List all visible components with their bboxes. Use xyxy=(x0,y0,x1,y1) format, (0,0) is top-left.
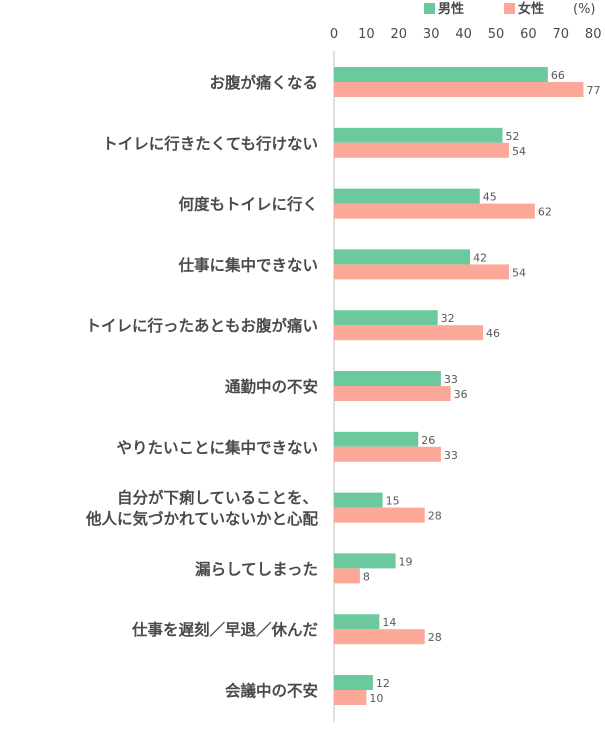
bar-male xyxy=(334,431,419,447)
data-label-female: 46 xyxy=(486,327,500,340)
bar-male xyxy=(334,492,383,508)
unit-label: (%) xyxy=(573,2,596,17)
data-label-female: 62 xyxy=(538,206,552,219)
data-label-male: 14 xyxy=(382,616,396,629)
bar-male xyxy=(334,614,380,630)
bar-male xyxy=(334,553,396,569)
bar-female xyxy=(334,690,367,705)
data-label-female: 33 xyxy=(444,449,458,462)
category-label: 会議中の不安 xyxy=(225,681,318,700)
data-label-male: 66 xyxy=(551,69,565,82)
data-label-male: 19 xyxy=(399,555,413,568)
category-label: 他人に気づかれていないかと心配 xyxy=(85,509,319,528)
data-label-female: 10 xyxy=(369,692,383,705)
data-label-female: 28 xyxy=(428,631,442,644)
category-label: お腹が痛くなる xyxy=(209,73,318,92)
data-label-male: 15 xyxy=(386,495,400,508)
category-label: トイレに行きたくても行けない xyxy=(102,134,318,153)
bar-male xyxy=(334,310,438,326)
x-tick-label: 60 xyxy=(520,27,537,42)
data-label-male: 32 xyxy=(441,312,455,325)
legend-label-male: 男性 xyxy=(438,1,464,17)
bar-female xyxy=(334,568,360,584)
x-tick-label: 0 xyxy=(330,27,338,42)
x-tick-label: 20 xyxy=(391,27,408,42)
bar-male xyxy=(334,188,480,204)
bar-female xyxy=(334,325,484,341)
bar-male xyxy=(334,127,503,143)
category-label: 漏らしてしまった xyxy=(195,560,318,578)
category-label: 通勤中の不安 xyxy=(225,377,318,396)
bar-male xyxy=(334,67,548,82)
category-label: 仕事を遅刻／早退／休んだ xyxy=(131,620,319,639)
category-label: トイレに行ったあともお腹が痛い xyxy=(85,316,318,335)
x-tick-label: 10 xyxy=(358,27,375,42)
data-label-female: 77 xyxy=(586,84,600,97)
x-tick-label: 70 xyxy=(553,27,570,42)
bar-male xyxy=(334,675,373,690)
data-label-male: 45 xyxy=(483,191,497,204)
data-label-female: 54 xyxy=(512,266,526,279)
bar-female xyxy=(334,446,441,462)
data-label-female: 36 xyxy=(454,388,468,401)
legend-swatch-male xyxy=(424,3,435,14)
x-tick-label: 40 xyxy=(455,27,472,42)
bar-female xyxy=(334,264,509,280)
legend-swatch-female xyxy=(504,3,515,14)
category-label: 自分が下痢していることを、 xyxy=(117,488,318,507)
data-label-female: 54 xyxy=(512,145,526,158)
data-label-male: 52 xyxy=(505,130,519,143)
data-label-male: 33 xyxy=(444,373,458,386)
bar-male xyxy=(334,371,441,386)
data-label-male: 42 xyxy=(473,251,487,264)
bar-male xyxy=(334,249,471,265)
bar-female xyxy=(334,507,425,523)
legend-label-female: 女性 xyxy=(518,1,544,17)
category-label: 仕事に集中できない xyxy=(177,255,318,274)
bar-female xyxy=(334,82,584,97)
data-label-male: 26 xyxy=(421,434,435,447)
x-tick-label: 50 xyxy=(488,27,505,42)
x-tick-label: 80 xyxy=(585,27,602,42)
category-label: やりたいことに集中できない xyxy=(116,438,318,457)
bar-female xyxy=(334,142,509,158)
bar-female xyxy=(334,386,451,401)
bar-female xyxy=(334,629,425,645)
data-label-female: 28 xyxy=(428,510,442,523)
data-label-female: 8 xyxy=(363,570,370,583)
category-label: 何度もトイレに行く xyxy=(178,195,318,214)
data-label-male: 12 xyxy=(376,677,390,690)
x-tick-label: 30 xyxy=(423,27,440,42)
bar-female xyxy=(334,203,535,219)
